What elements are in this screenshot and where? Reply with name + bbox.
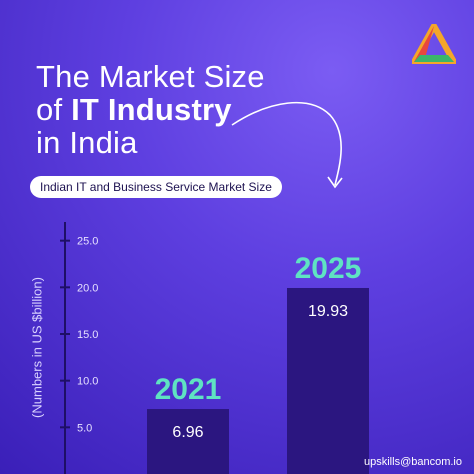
bar-2021: [147, 409, 229, 474]
y-tick-label: 20.0: [77, 282, 98, 294]
chart-title: The Market Size of IT Industry in India: [36, 60, 296, 159]
brand-logo-icon: [412, 24, 456, 64]
chart-subtitle: Indian IT and Business Service Market Si…: [30, 176, 282, 198]
title-line-1: The Market Size: [36, 59, 265, 94]
title-line-2-bold: IT Industry: [71, 92, 232, 127]
y-tick-label: 10.0: [77, 376, 98, 388]
bar-value-label: 19.93: [308, 303, 348, 320]
title-line-3: in India: [36, 125, 138, 160]
title-line-2: of IT Industry: [36, 93, 296, 126]
y-tick-label: 25.0: [77, 236, 98, 248]
bar-2025: [287, 287, 369, 474]
bar-value-label: 6.96: [172, 424, 203, 441]
y-tick-label: 15.0: [77, 329, 98, 341]
category-label: 2025: [295, 252, 362, 285]
title-line-2-prefix: of: [36, 92, 72, 127]
arrow-icon: [231, 101, 343, 189]
y-tick-label: 5.0: [77, 422, 92, 434]
footer-email: upskills@bancom.io: [364, 456, 462, 468]
category-label: 2021: [155, 373, 222, 406]
